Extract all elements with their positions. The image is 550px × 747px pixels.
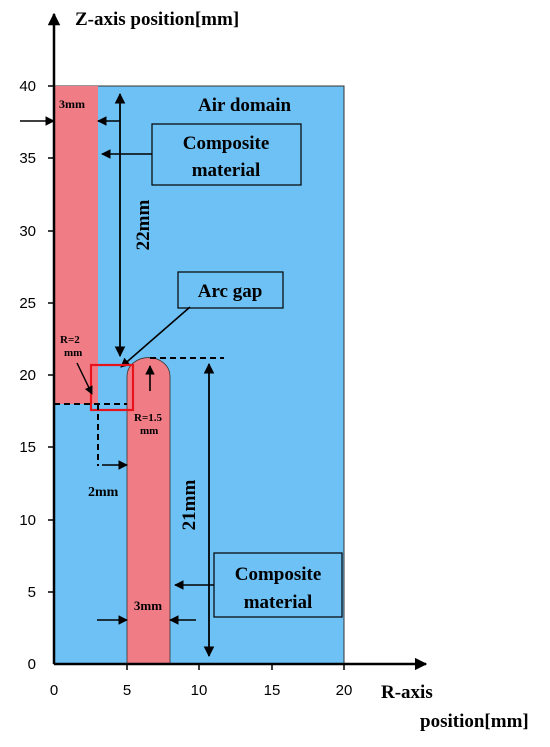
z-tick-label: 5 (28, 584, 36, 601)
radius-upper-pointer (76, 362, 93, 395)
z-tick-label: 30 (19, 223, 36, 240)
arc-gap-pointer (120, 306, 191, 368)
lower-material-line1: Composite (235, 564, 322, 585)
z-tick-labels: 0 5 10 15 20 25 30 35 40 (19, 78, 36, 673)
z-tick-label: 10 (19, 512, 36, 529)
air-domain-label: Air domain (198, 95, 292, 116)
lower-material-box (213, 552, 343, 618)
r-tick-labels: 0 5 10 15 20 (50, 682, 353, 699)
radius-lower-line2: mm (140, 425, 158, 437)
r-tick-label: 15 (264, 682, 281, 699)
z-tick-label: 15 (19, 439, 36, 456)
length-22mm-label: 22mm (133, 200, 154, 251)
r-tick-marks (126, 664, 345, 670)
radius-lower-line1: R=1.5 (134, 412, 162, 424)
upper-width-label: 3mm (59, 97, 85, 111)
r-tick-label: 10 (191, 682, 208, 699)
z-tick-label: 0 (28, 656, 36, 673)
z-tick-label: 25 (19, 295, 36, 312)
r-tick-label: 0 (50, 682, 58, 699)
radius-upper-line1: R=2 (60, 334, 80, 346)
upper-material-line2: material (192, 160, 261, 181)
arc-gap-label-box (177, 271, 284, 309)
lower-material-line2: material (244, 592, 313, 613)
z-tick-label: 20 (19, 367, 36, 384)
z-tick-label: 40 (19, 78, 36, 95)
r-tick-label: 5 (123, 682, 131, 699)
z-tick-label: 35 (19, 150, 36, 167)
z-axis-title: Z-axis position[mm] (75, 9, 239, 30)
upper-material-line1: Composite (183, 133, 270, 154)
gap-width-label: 2mm (88, 485, 119, 500)
r-axis-title-line1: R-axis (381, 682, 433, 703)
arc-gap-label: Arc gap (198, 281, 263, 302)
z-tick-marks (48, 85, 54, 593)
radius-upper-line2: mm (64, 347, 82, 359)
dashed-reference-lines (54, 357, 224, 466)
upper-material-box (151, 123, 302, 186)
r-axis-title-line2: position[mm] (420, 711, 529, 732)
lower-width-label: 3mm (134, 598, 162, 613)
r-tick-label: 20 (336, 682, 353, 699)
upper-composite-electrode (54, 86, 98, 404)
length-21mm-label: 21mm (179, 480, 200, 531)
